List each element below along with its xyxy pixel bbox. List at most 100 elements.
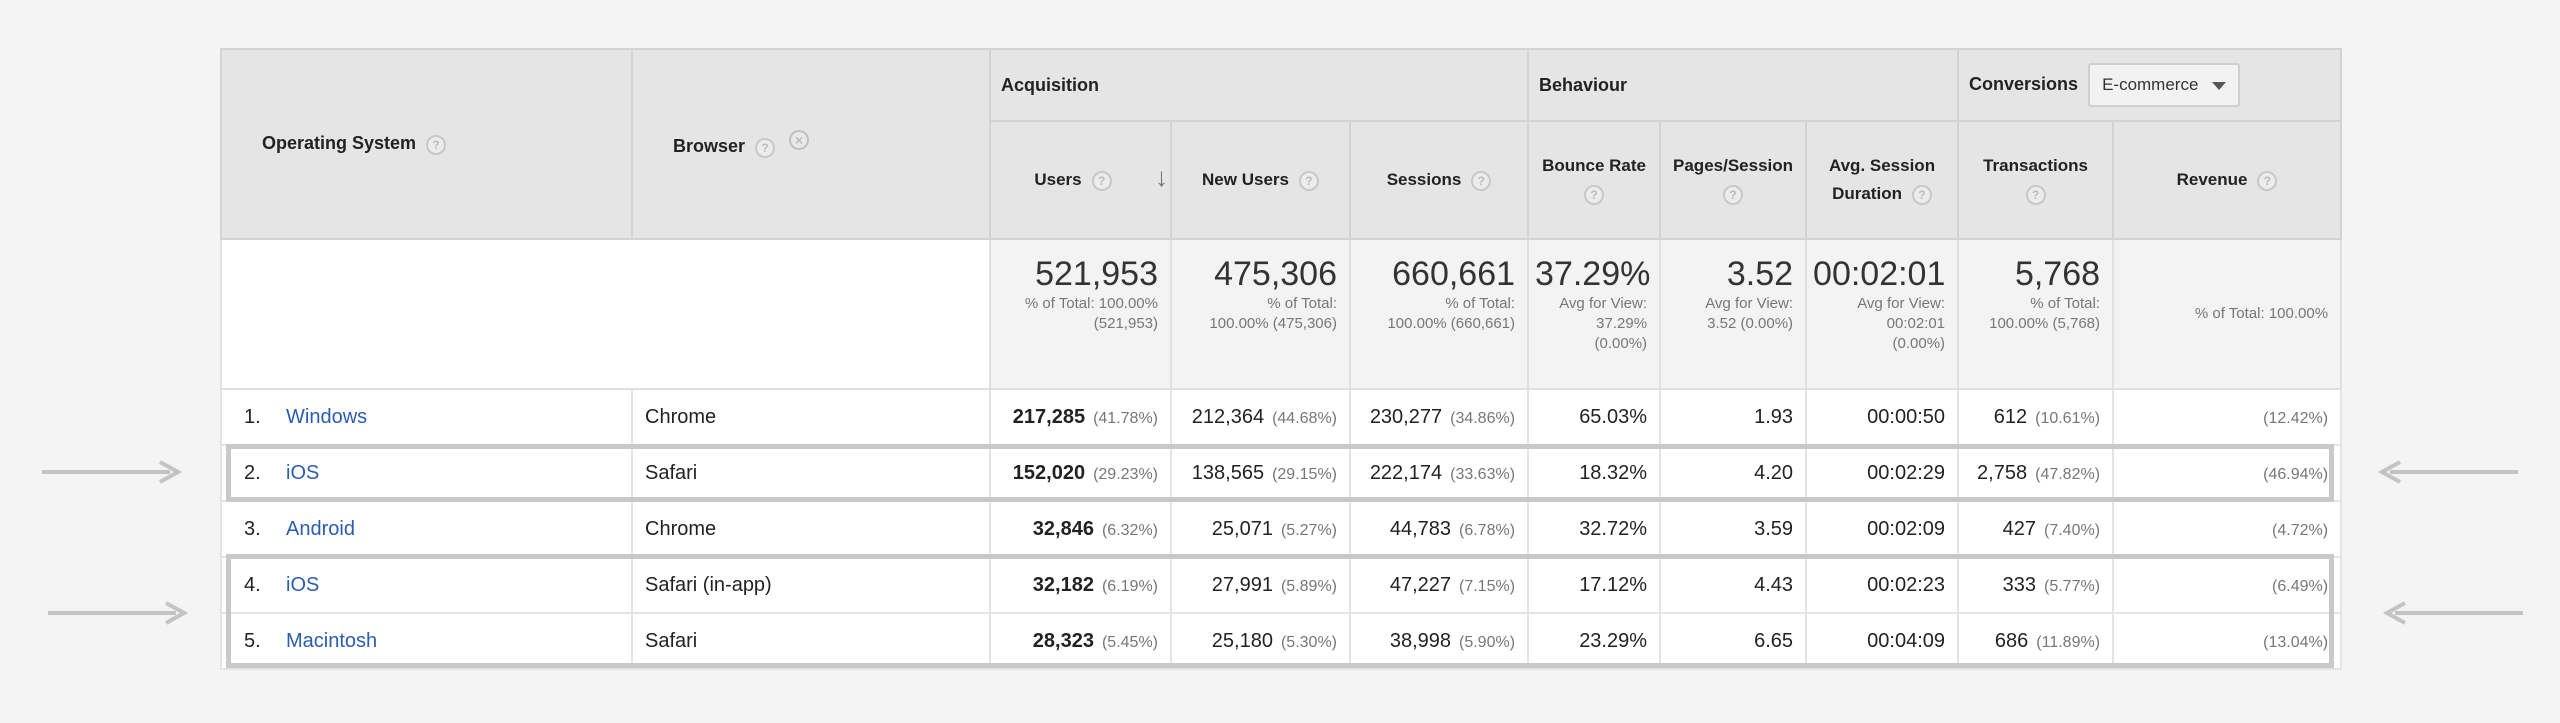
browser-cell: Chrome: [631, 500, 991, 558]
os-link[interactable]: Macintosh: [286, 629, 378, 652]
total-avg-session-line2: 00:02:01: [1886, 315, 1946, 332]
column-header-sessions[interactable]: Sessions?: [1348, 120, 1530, 240]
users-label: Users: [1034, 170, 1082, 189]
total-users-line2: (521,953): [1093, 315, 1158, 332]
column-header-new-users[interactable]: New Users?: [1170, 120, 1351, 240]
new-users-value: 138,565: [1191, 461, 1265, 484]
pages-session-cell: 4.20: [1659, 444, 1808, 502]
column-header-transactions[interactable]: Transactions?: [1957, 120, 2115, 240]
group-header-acquisition: Acquisition: [988, 48, 1530, 122]
help-icon[interactable]: ?: [755, 137, 776, 158]
column-header-bounce-rate[interactable]: Bounce Rate?: [1527, 120, 1662, 240]
avg-session-cell: 00:00:50: [1805, 388, 1960, 446]
help-icon[interactable]: ?: [1471, 170, 1492, 191]
revenue-label: Revenue: [2176, 170, 2248, 189]
pages-session-cell: 3.59: [1659, 500, 1808, 558]
row-index: 4.: [244, 573, 261, 596]
avg-session-cell: 00:02:29: [1805, 444, 1960, 502]
column-header-users[interactable]: Users? ↓: [989, 120, 1172, 240]
bounce-rate-cell: 23.29%: [1527, 612, 1662, 670]
browser-cell: Safari (in-app): [631, 556, 991, 614]
column-header-operating-system[interactable]: Operating System?: [220, 48, 633, 240]
bounce-rate-cell: 32.72%: [1527, 500, 1662, 558]
browser-cell: Chrome: [631, 388, 991, 446]
transactions-value: 2,758: [1977, 461, 2028, 484]
remove-dimension-icon[interactable]: ×: [789, 130, 810, 151]
help-icon[interactable]: ?: [1091, 170, 1112, 191]
revenue-pct: (12.42%): [2263, 409, 2329, 427]
avg-session-cell: 00:02:23: [1805, 556, 1960, 614]
os-link[interactable]: Windows: [286, 405, 368, 428]
conversions-goal-select[interactable]: E-commerce: [2088, 63, 2241, 107]
bounce-rate-label: Bounce Rate: [1542, 156, 1646, 175]
column-header-revenue[interactable]: Revenue?: [2112, 120, 2343, 240]
table-row[interactable]: 3. Android Chrome 32,846 (6.32%) 25,071 (5.27%…: [220, 500, 2343, 558]
revenue-pct: (13.04%): [2263, 633, 2329, 651]
new-users-pct: (44.68%): [1272, 409, 1337, 427]
revenue-cell: (46.94%): [2112, 444, 2343, 502]
conversions-select-value: E-commerce: [2102, 75, 2199, 94]
total-avg-session: 00:02:01 Avg for View: 00:02:01 (0.00%): [1805, 238, 1960, 390]
os-link[interactable]: Android: [286, 517, 355, 540]
os-link[interactable]: iOS: [286, 573, 320, 596]
users-pct: (6.19%): [1101, 577, 1158, 595]
os-link[interactable]: iOS: [286, 461, 320, 484]
help-icon[interactable]: ?: [1298, 170, 1319, 191]
total-new-users-value: 475,306: [1214, 255, 1337, 293]
transactions-cell: 2,758 (47.82%): [1957, 444, 2115, 502]
group-header-behaviour: Behaviour: [1527, 48, 1960, 122]
total-transactions-value: 5,768: [2014, 255, 2101, 293]
new-users-pct: (5.27%): [1280, 521, 1337, 539]
avg-session-label-line2: Duration: [1832, 184, 1902, 203]
column-header-browser[interactable]: Browser? ×: [631, 48, 991, 240]
users-cell: 32,846 (6.32%): [989, 500, 1172, 558]
pages-session-cell: 6.65: [1659, 612, 1808, 670]
sessions-value: 47,227: [1389, 573, 1451, 596]
total-bounce-rate-value: 37.29%: [1535, 255, 1651, 293]
sessions-value: 44,783: [1389, 517, 1451, 540]
new-users-cell: 212,364 (44.68%): [1170, 388, 1351, 446]
users-cell: 32,182 (6.19%): [989, 556, 1172, 614]
total-pages-session-line1: Avg for View:: [1705, 295, 1794, 312]
table-row[interactable]: 2. iOS Safari 152,020 (29.23%) 138,565 (29.15%…: [220, 444, 2343, 502]
table-row[interactable]: 4. iOS Safari (in-app) 32,182 (6.19%) 27,991 (…: [220, 556, 2343, 614]
os-cell: 5. Macintosh: [220, 612, 633, 670]
transactions-cell: 686 (11.89%): [1957, 612, 2115, 670]
new-users-value: 27,991: [1211, 573, 1273, 596]
help-icon[interactable]: ?: [2257, 170, 2278, 191]
transactions-value: 686: [1994, 629, 2029, 652]
transactions-value: 333: [2002, 573, 2036, 596]
avg-session-cell: 00:02:09: [1805, 500, 1960, 558]
new-users-cell: 27,991 (5.89%): [1170, 556, 1351, 614]
revenue-cell: (13.04%): [2112, 612, 2343, 670]
help-icon[interactable]: ?: [1723, 184, 1744, 205]
column-header-avg-session-duration[interactable]: Avg. Session Duration?: [1805, 120, 1960, 240]
new-users-cell: 25,071 (5.27%): [1170, 500, 1351, 558]
total-sessions-line2: 100.00% (660,661): [1387, 315, 1516, 332]
table-row[interactable]: 1. Windows Chrome 217,285 (41.78%) 212,364 (44…: [220, 388, 2343, 446]
total-transactions-line2: 100.00% (5,768): [1989, 315, 2101, 332]
column-header-pages-session[interactable]: Pages/Session?: [1659, 120, 1808, 240]
help-icon[interactable]: ?: [1911, 184, 1932, 205]
arrow-left-icon: [2383, 601, 2523, 625]
help-icon[interactable]: ?: [1584, 184, 1605, 205]
total-pages-session-line2: 3.52 (0.00%): [1707, 315, 1794, 332]
pages-session-label: Pages/Session: [1673, 156, 1794, 175]
table-row[interactable]: 5. Macintosh Safari 28,323 (5.45%) 25,180 (5.3…: [220, 612, 2343, 670]
transactions-cell: 427 (7.40%): [1957, 500, 2115, 558]
transactions-value: 427: [2002, 517, 2036, 540]
sessions-cell: 230,277 (34.86%): [1348, 388, 1530, 446]
total-pages-session-value: 3.52: [1726, 255, 1794, 293]
browser-cell: Safari: [631, 612, 991, 670]
sort-descending-icon[interactable]: ↓: [1155, 162, 1168, 192]
total-bounce-rate: 37.29% Avg for View: 37.29% (0.00%): [1527, 238, 1662, 390]
browser-cell: Safari: [631, 444, 991, 502]
revenue-pct: (46.94%): [2263, 465, 2329, 483]
help-icon[interactable]: ?: [426, 134, 447, 155]
os-cell: 4. iOS: [220, 556, 633, 614]
transactions-label: Transactions: [1983, 156, 2088, 175]
new-users-value: 25,180: [1211, 629, 1273, 652]
total-sessions-line1: % of Total:: [1445, 295, 1516, 312]
help-icon[interactable]: ?: [2025, 184, 2046, 205]
users-value: 32,182: [1032, 573, 1094, 596]
